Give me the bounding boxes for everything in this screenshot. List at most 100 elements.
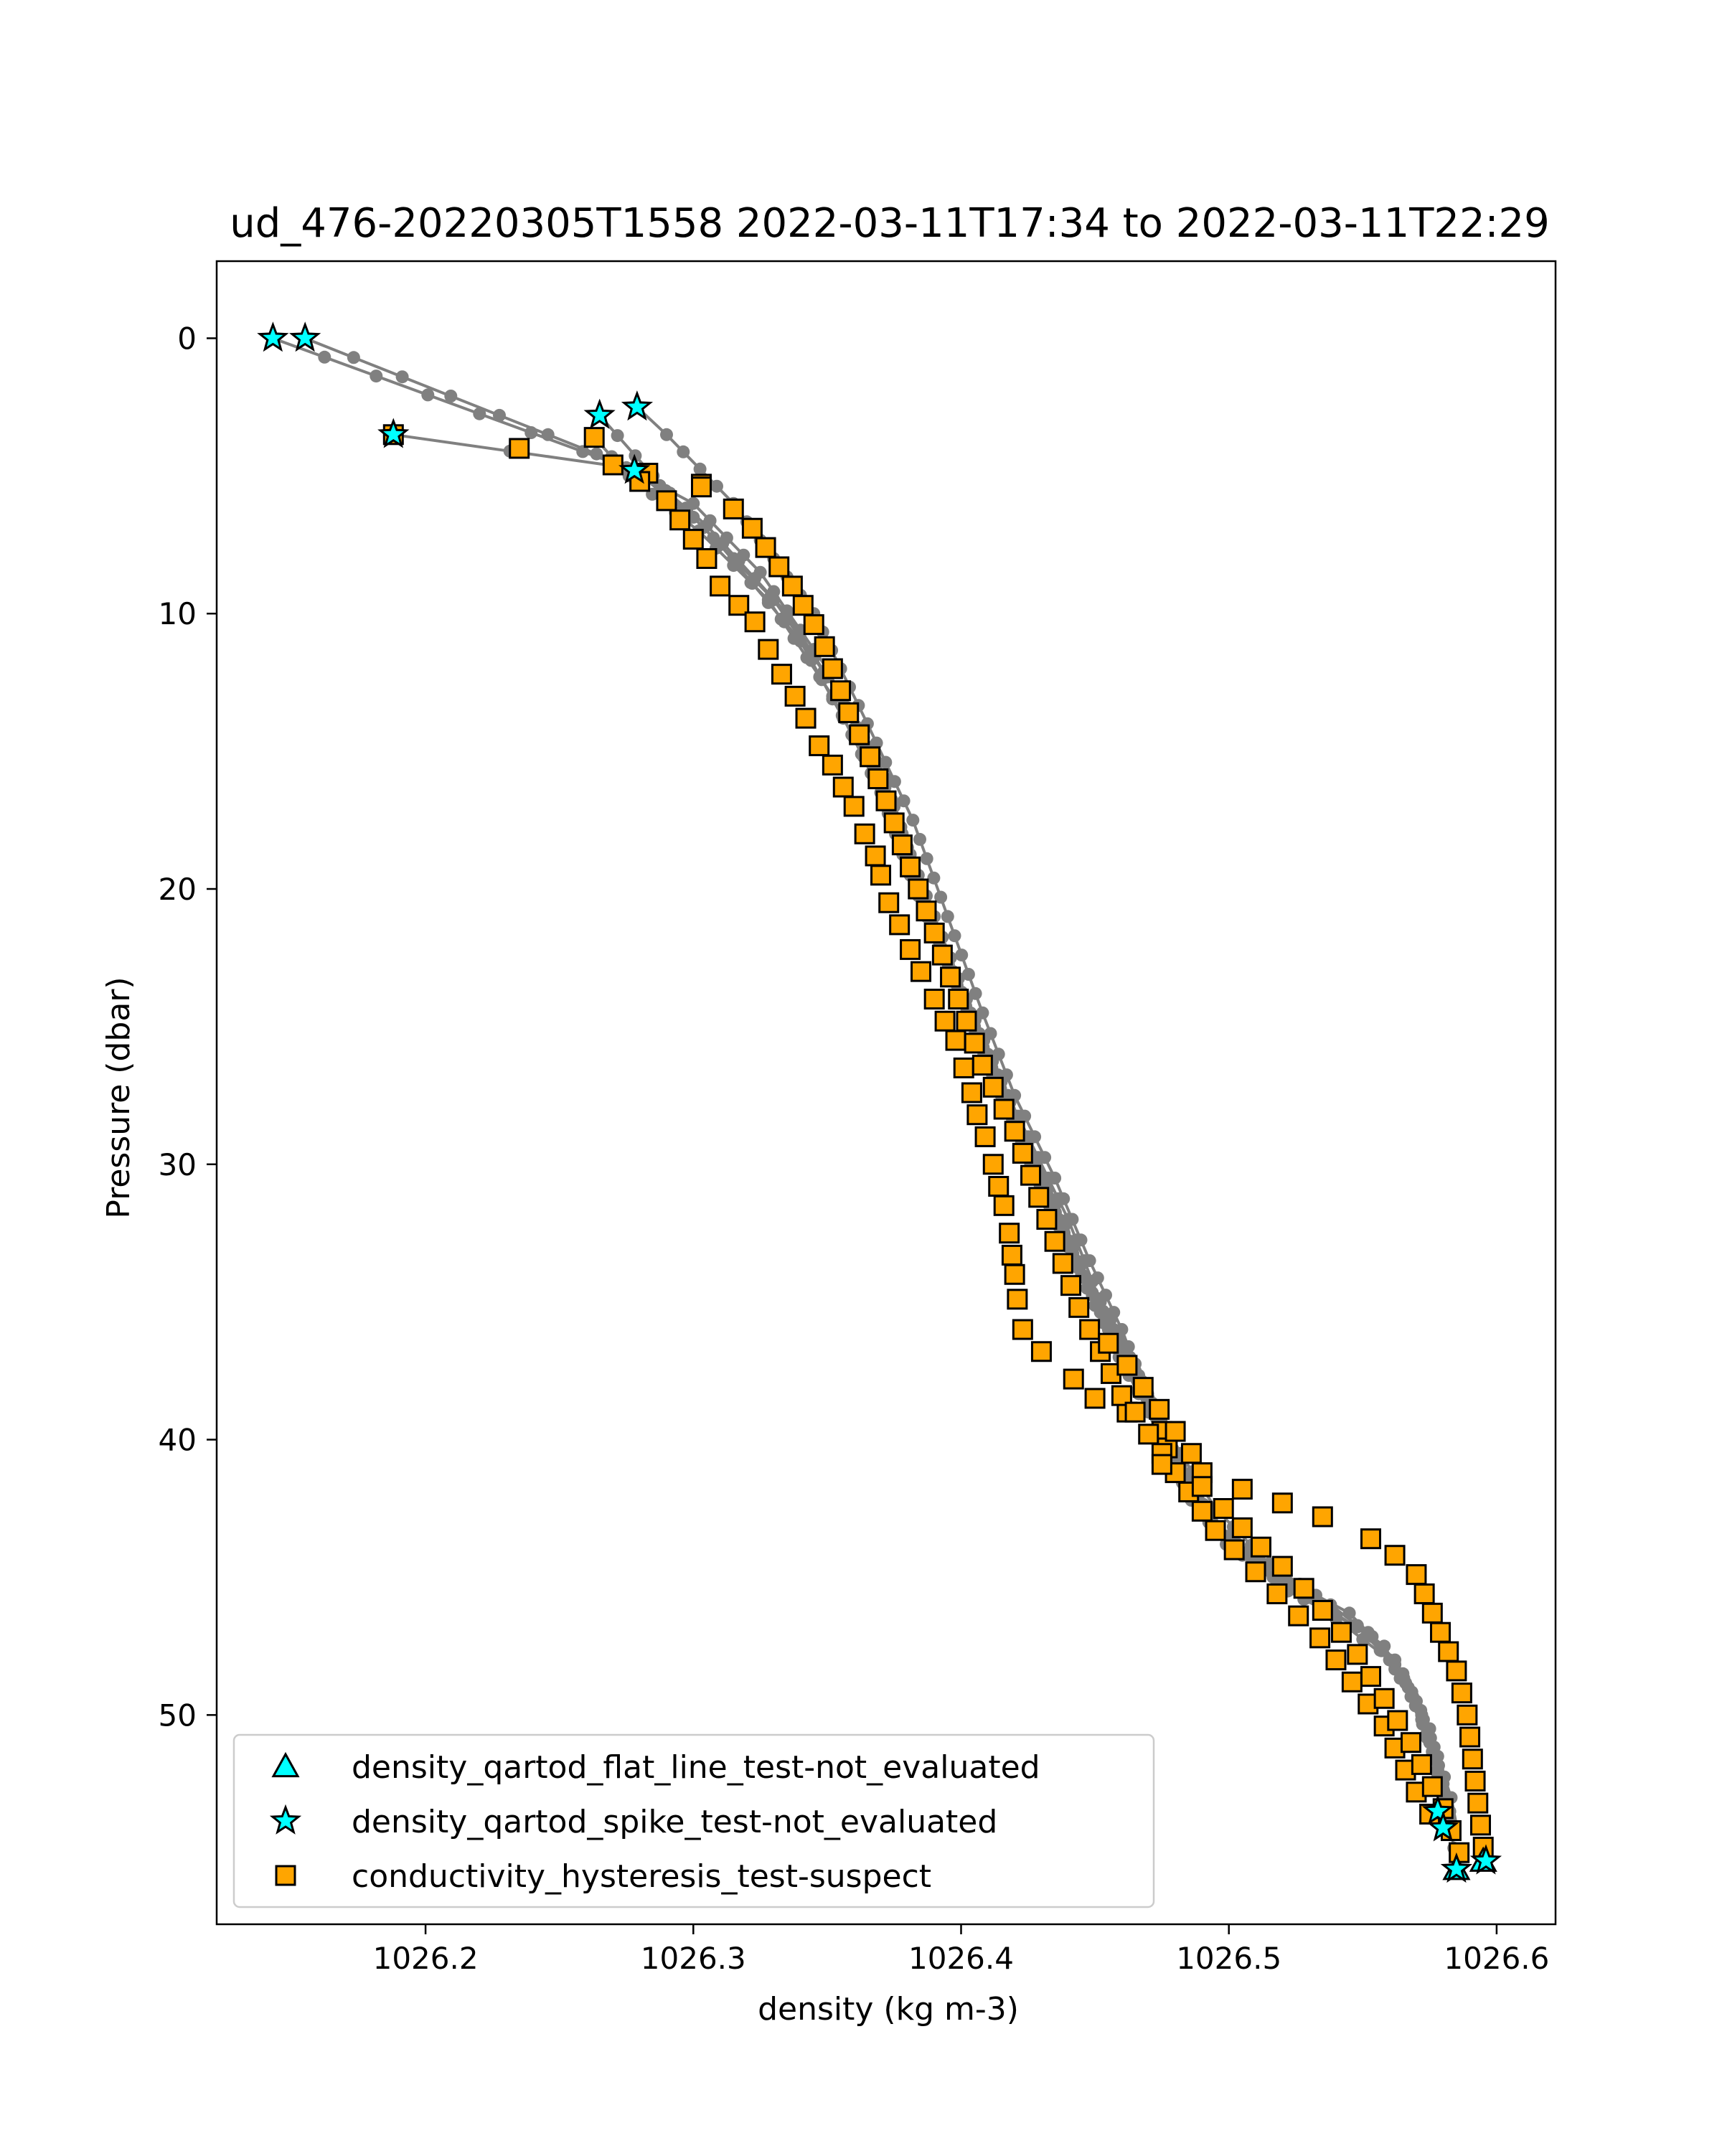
square-marker [682,529,704,550]
square-marker [1421,1776,1443,1797]
square-marker [1223,1539,1245,1560]
square-marker [982,1076,1004,1098]
x-axis-label: density (kg m-3) [758,1991,1019,2028]
square-marker [900,938,921,960]
y-axis-label: Pressure (dbar) [100,976,137,1218]
square-marker [758,639,779,660]
square-marker [923,989,945,1010]
square-marker [1400,1732,1421,1753]
star-legend-marker [269,1804,302,1835]
profile-point [1416,1718,1429,1731]
square-marker [993,1098,1015,1120]
square-marker [755,537,776,558]
square-marker [961,1082,982,1103]
square-marker [948,989,969,1010]
square-marker [1098,1332,1119,1354]
square-marker [999,1223,1020,1244]
square-marker [1293,1578,1314,1599]
square-marker [891,834,913,856]
profile-point [941,910,954,923]
profile-point [347,351,360,364]
profile-point [879,755,893,769]
square-marker [1063,1368,1084,1390]
profile-point [753,565,767,579]
square-marker [860,746,881,768]
x-tick-label: 1026.4 [908,1941,1014,1976]
square-marker [1266,1583,1288,1604]
square-marker [741,517,763,539]
star-marker [1469,1844,1502,1875]
chart-title: ud_476-20220305T1558 2022-03-11T17:34 to… [230,200,1550,247]
triangle-legend-marker [271,1751,300,1778]
square-marker [1060,1275,1082,1296]
profile-point [1388,1662,1402,1676]
square-marker [744,611,766,633]
square-marker [1191,1500,1213,1522]
square-marker [1413,1583,1435,1604]
profile-point [629,449,642,463]
profile-point [1423,1736,1436,1749]
square-marker [1020,1164,1042,1186]
profile-point [318,350,331,364]
square-marker [781,575,803,597]
profile-point [1074,1233,1088,1247]
square-marker [1116,1355,1138,1376]
profile-point [444,390,458,403]
square-marker [945,1030,966,1051]
star-marker [621,390,654,421]
square-marker [809,735,830,756]
square-marker [1288,1605,1309,1627]
square-marker [1341,1671,1363,1693]
profile-point [737,548,751,562]
square-marker [1068,1296,1090,1318]
profile-point [727,559,740,573]
square-marker [931,944,953,966]
square-marker [974,1126,996,1147]
y-tick-label: 40 [159,1423,197,1458]
square-marker [656,490,677,512]
square-marker [1446,1660,1467,1682]
profile-point [761,593,775,606]
square-marker [710,575,731,597]
profile-point [984,1027,997,1040]
square-marker [771,664,792,685]
square-marker [822,658,843,679]
profile-point [1083,1254,1096,1268]
profile-point [948,929,961,943]
profile-point [1099,1289,1112,1302]
square-marker [1213,1498,1234,1519]
square-marker [971,1055,993,1076]
y-tick-label: 30 [159,1147,197,1182]
profile-point [1088,1299,1102,1312]
y-tick-label: 0 [177,321,197,356]
square-marker [784,685,806,707]
square-marker [1464,1770,1486,1792]
profile-point [906,814,920,827]
square-marker [1449,1842,1470,1863]
profile-point [590,447,603,461]
square-marker [870,865,892,886]
star-marker [1427,1811,1459,1842]
profile-point [677,445,690,458]
square-marker [1421,1602,1443,1624]
square-marker [1459,1726,1481,1748]
square-marker [792,595,814,616]
profile-point [710,479,723,493]
profile-point [421,388,435,402]
square-marker [1411,1753,1432,1775]
profile-point [1008,1088,1022,1102]
square-marker [1438,1641,1459,1662]
profile-point [1361,1626,1375,1639]
square-marker [1360,1528,1381,1550]
x-tick-label: 1026.6 [1444,1941,1549,1976]
profile-point [693,462,707,476]
legend-label: conductivity_hysteresis_test-suspect [352,1858,931,1895]
x-tick-label: 1026.3 [641,1941,746,1976]
star-marker [1440,1852,1473,1883]
square-marker [964,1032,985,1054]
profile-point [920,852,933,865]
square-marker [1180,1443,1202,1464]
plot-frame [215,260,1557,1926]
square-marker [1457,1704,1478,1726]
profile-point [744,576,758,590]
